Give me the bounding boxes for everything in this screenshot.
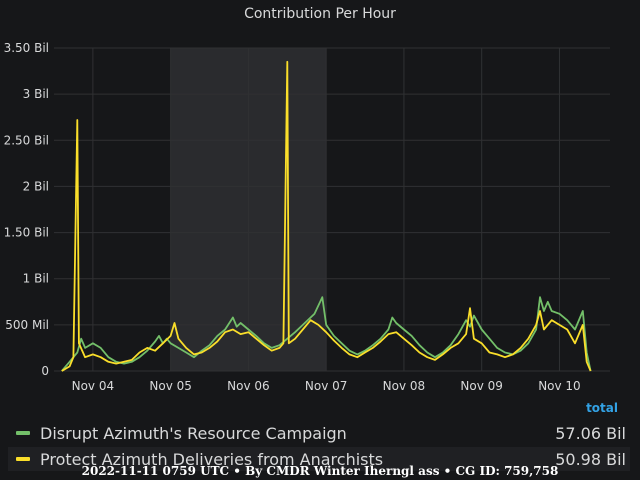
legend-item-disrupt[interactable]: Disrupt Azimuth's Resource Campaign 57.0… (8, 421, 630, 445)
x-axis: Nov 04 Nov 05 Nov 06 Nov 07 Nov 08 Nov 09 Nov … (72, 379, 581, 393)
y-axis: 0 500 Mil 1 Bil 1.50 Bil 2 Bil 2.50 Bil 3 Bil 3… (4, 41, 49, 378)
x-tick-label: Nov 10 (538, 379, 581, 393)
panel-title: Contribution Per Hour (244, 6, 396, 22)
x-tick-label: Nov 06 (227, 379, 270, 393)
series-color-swatch (16, 457, 30, 461)
x-tick-label: Nov 08 (383, 379, 426, 393)
chart-series (61, 60, 592, 372)
legend-series-total: 50.98 Bil (555, 449, 626, 469)
line-chart[interactable]: 0 500 Mil 1 Bil 1.50 Bil 2 Bil 2.50 Bil 3 Bil 3… (0, 0, 640, 400)
y-tick-label: 2.50 Bil (4, 133, 49, 147)
chart-grid (54, 47, 610, 372)
y-tick-label: 3 Bil (23, 87, 49, 101)
series-line-protect (61, 60, 592, 372)
x-tick-label: Nov 04 (72, 379, 115, 393)
legend-series-total: 57.06 Bil (555, 423, 626, 443)
y-tick-label: 3.50 Bil (4, 41, 49, 55)
y-tick-label: 1 Bil (23, 272, 49, 286)
y-tick-label: 1.50 Bil (4, 226, 49, 240)
y-tick-label: 2 Bil (23, 179, 49, 193)
legend-total-header[interactable]: total (586, 401, 618, 415)
x-tick-label: Nov 05 (149, 379, 192, 393)
series-color-swatch (16, 431, 30, 435)
legend-item-protect[interactable]: Protect Azimuth Deliveries from Anarchis… (8, 447, 630, 471)
y-tick-label: 500 Mil (5, 318, 49, 332)
x-tick-label: Nov 09 (460, 379, 503, 393)
legend-series-name: Disrupt Azimuth's Resource Campaign (40, 423, 347, 443)
footer-credit: 2022-11-11 0759 UTC • By CMDR Winter Ihe… (81, 464, 559, 478)
legend-series-name: Protect Azimuth Deliveries from Anarchis… (40, 449, 384, 469)
y-tick-label: 0 (41, 364, 49, 378)
x-tick-label: Nov 07 (305, 379, 348, 393)
